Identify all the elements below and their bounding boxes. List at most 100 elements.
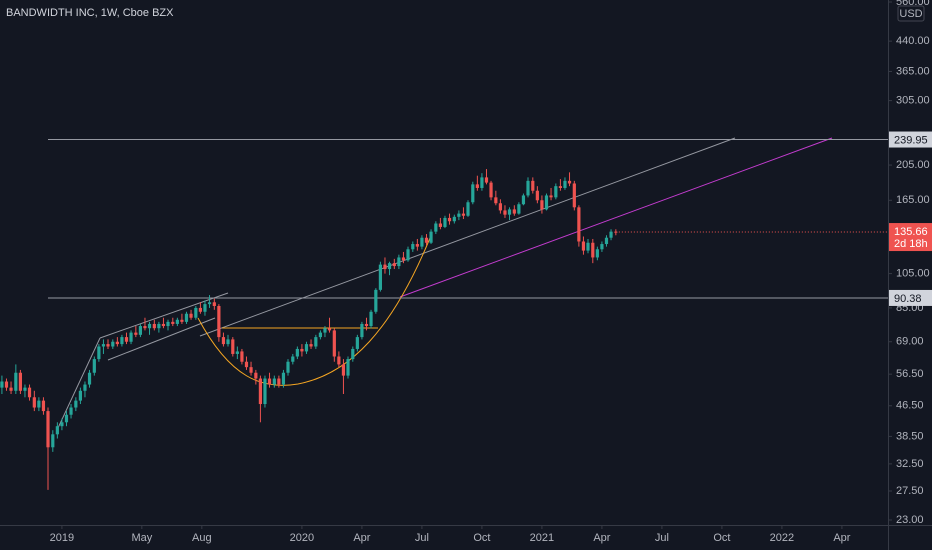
candle-body	[544, 195, 549, 210]
candle-body	[438, 223, 442, 227]
y-tick-label: 32.50	[896, 458, 924, 470]
candle-body	[461, 213, 466, 216]
candle-body	[420, 237, 424, 247]
candle-body	[244, 361, 249, 368]
candle-body	[424, 237, 429, 243]
y-tick-label: 38.50	[896, 430, 924, 442]
candle-body	[41, 400, 46, 412]
candle-body	[235, 351, 239, 354]
x-tick-label: Aug	[192, 532, 212, 544]
candle-body	[318, 332, 322, 338]
candle-body	[258, 378, 262, 405]
price-label: 239.95	[894, 134, 928, 146]
candle-body	[263, 378, 267, 405]
candle-body	[512, 209, 516, 214]
candle-body	[180, 319, 184, 322]
candle-body	[18, 372, 22, 391]
candle-body	[369, 311, 373, 327]
candle-body	[14, 372, 18, 391]
candle-body	[240, 351, 244, 362]
currency-box	[897, 5, 925, 22]
price-label-box	[889, 131, 932, 148]
candle-body	[309, 344, 313, 347]
x-tick-label: Jul	[655, 532, 669, 544]
candle-body	[489, 182, 493, 198]
countdown-label: 2d 18h	[894, 238, 928, 250]
y-tick-label: 165.00	[896, 194, 930, 206]
drawings	[57, 137, 833, 429]
candle-body	[471, 184, 475, 203]
candle-body	[383, 264, 387, 270]
candle-body	[92, 359, 96, 373]
y-tick-label: 205.00	[896, 159, 930, 171]
candle-body	[115, 341, 119, 345]
candle-body	[161, 323, 166, 327]
candle-body	[184, 313, 189, 322]
candle-body	[226, 339, 230, 345]
candle-body	[554, 186, 558, 198]
candle-body	[346, 359, 350, 376]
candle-body	[360, 323, 364, 338]
last-price-label: 135.66	[894, 226, 928, 238]
candle-body	[267, 378, 272, 385]
price-label: 90.38	[894, 293, 922, 305]
x-tick-label: Apr	[593, 532, 610, 544]
candle-body	[300, 348, 304, 352]
price-label-box	[889, 289, 932, 306]
candle-body	[443, 217, 447, 227]
candle-body	[291, 356, 295, 362]
candle-body	[83, 384, 87, 391]
candle-body	[97, 346, 101, 360]
x-tick-label: 2022	[770, 532, 794, 544]
candle-body	[457, 213, 461, 217]
candle-body	[171, 321, 175, 324]
candle-body	[304, 344, 309, 352]
x-tick-label: Apr	[353, 532, 370, 544]
trend-line	[399, 137, 833, 298]
candle-body	[378, 264, 382, 290]
candle-body	[51, 434, 55, 448]
candle-body	[577, 207, 581, 242]
candle-body	[23, 387, 27, 391]
x-tick-label: 2020	[290, 532, 314, 544]
y-tick-label: 105.00	[896, 268, 930, 280]
candle-body	[475, 184, 479, 188]
candle-body	[9, 387, 13, 391]
x-tick-label: Oct	[713, 532, 730, 544]
candle-body	[327, 328, 332, 331]
y-tick-label: 56.50	[896, 368, 924, 380]
candle-body	[609, 231, 613, 238]
candle-body	[143, 326, 147, 329]
candle-body	[595, 249, 599, 258]
candle-body	[78, 390, 82, 401]
candle-body	[314, 337, 318, 347]
trend-line	[57, 337, 101, 429]
candle-body	[69, 407, 73, 415]
candle-body	[37, 400, 41, 408]
candle-body	[498, 203, 502, 211]
candle-body	[535, 190, 539, 201]
y-tick-label: 69.00	[896, 336, 924, 348]
candle-body	[249, 367, 253, 373]
candle-body	[272, 378, 276, 385]
candle-body	[558, 186, 562, 188]
candle-body	[521, 195, 526, 205]
x-tick-label: Apr	[833, 532, 850, 544]
channel-lower	[107, 317, 216, 361]
candle-body	[46, 411, 50, 448]
channel-upper	[99, 292, 229, 339]
candle-body	[572, 183, 576, 208]
candle-body	[540, 200, 544, 210]
candle-body	[277, 378, 281, 385]
candle-body	[281, 372, 286, 385]
candle-body	[480, 177, 484, 188]
y-tick-label: 440.00	[896, 35, 930, 47]
candle-body	[198, 307, 202, 312]
candle-body	[138, 326, 142, 335]
candle-body	[175, 319, 179, 324]
candle-body	[295, 348, 299, 357]
candle-body	[415, 244, 419, 247]
y-tick-label: 365.00	[896, 65, 930, 77]
x-tick-label: 2021	[530, 532, 554, 544]
last-price-box	[889, 223, 932, 252]
